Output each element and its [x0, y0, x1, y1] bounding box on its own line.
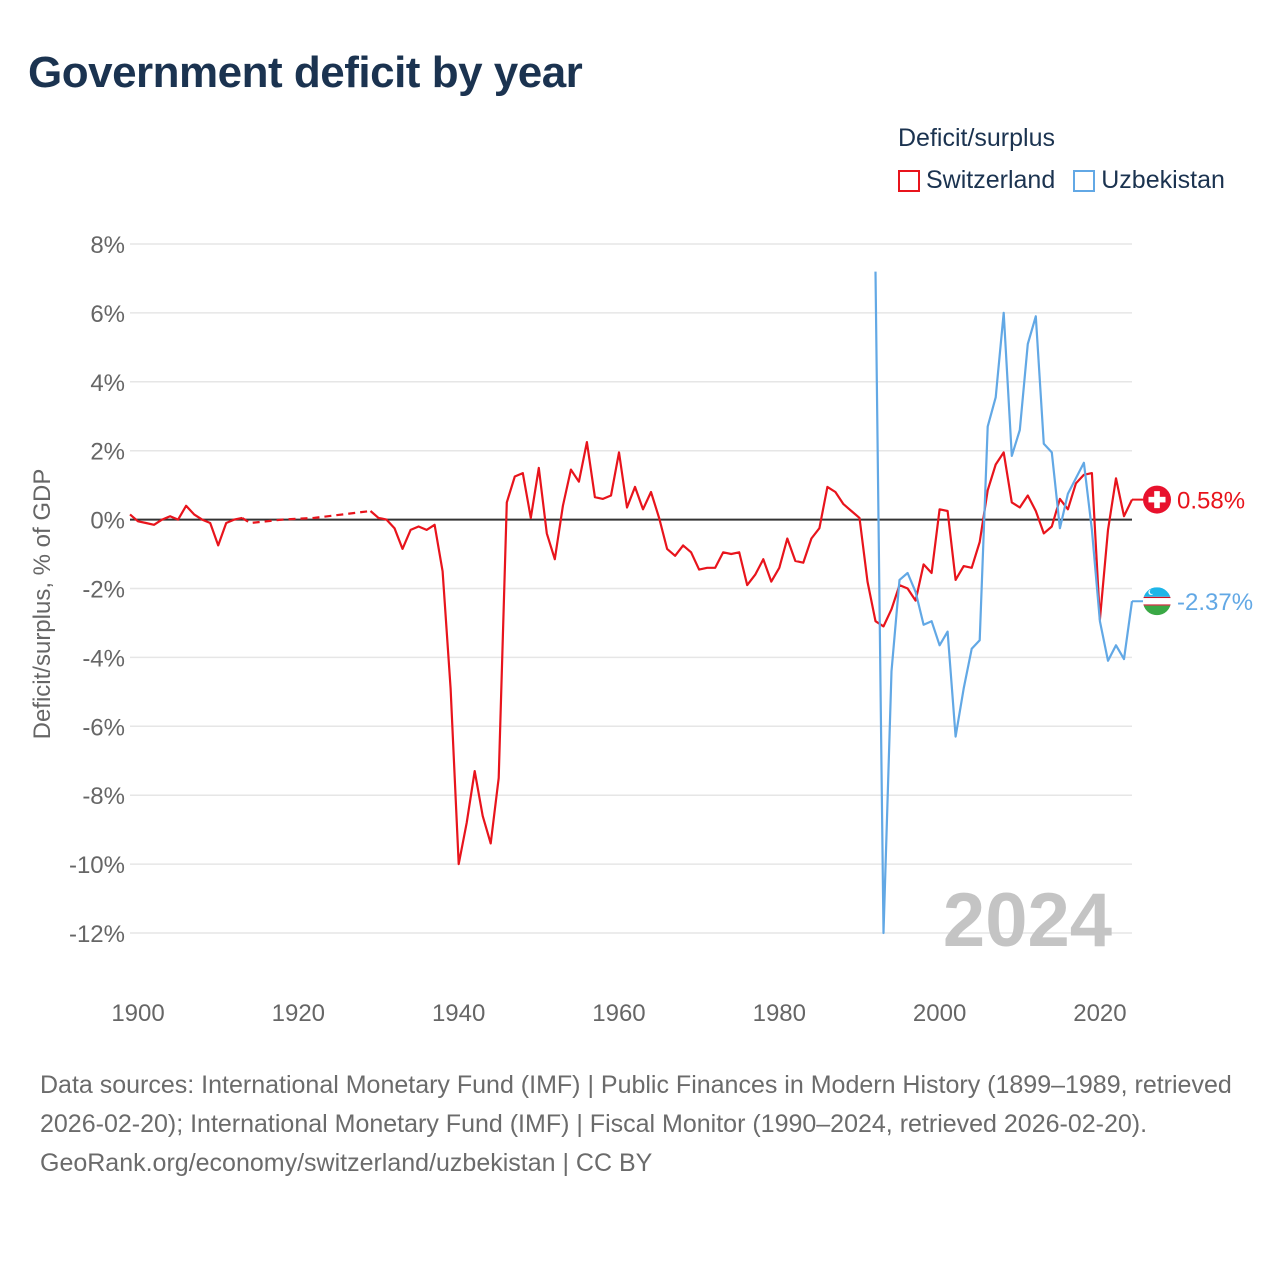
legend-label-uzbekistan: Uzbekistan [1101, 166, 1225, 194]
y-tick-label: -12% [69, 921, 125, 948]
y-tick-label: 2% [90, 439, 125, 466]
legend-label-switzerland: Switzerland [926, 166, 1056, 194]
y-axis-label: Deficit/surplus, % of GDP [29, 469, 56, 740]
series-line-uzbekistan[interactable] [874, 271, 1134, 935]
end-marker-switzerland: 0.58% [1132, 485, 1245, 515]
data-sources: Data sources: International Monetary Fun… [40, 1071, 1232, 1138]
legend-swatch-uzbekistan [1073, 169, 1096, 192]
y-tick-label: 6% [90, 301, 125, 328]
end-value-label: -2.37% [1177, 589, 1253, 616]
uzbekistan-flag-icon [1143, 587, 1171, 616]
y-tick-label: -8% [82, 783, 125, 810]
x-axis-ticks: 1900 1920 1940 1960 1980 2000 2020 [111, 1000, 1126, 1027]
y-tick-label: 0% [90, 508, 125, 535]
x-tick-label: 2000 [913, 1000, 966, 1027]
x-tick-label: 1920 [272, 1000, 325, 1027]
legend: Switzerland Uzbekistan [898, 166, 1243, 195]
series-line-switzerland[interactable] [129, 504, 243, 547]
y-tick-label: -2% [82, 577, 125, 604]
y-tick-label: 4% [90, 370, 125, 397]
x-tick-label: 1900 [111, 1000, 164, 1027]
line-chart: 8%6%4%2%0%-2%-4%-6%-8%-10%-12% 1900 1920 1… [29, 232, 1253, 1027]
chart-title: Government deficit by year [28, 48, 583, 97]
end-labels: 0.58% -2.37% [1132, 485, 1253, 616]
y-tick-label: -10% [69, 852, 125, 879]
series-line-switzerland[interactable] [241, 509, 371, 525]
footer: Data sources: International Monetary Fun… [40, 1066, 1240, 1183]
series-line-switzerland[interactable] [369, 441, 1133, 866]
x-tick-label: 2020 [1073, 1000, 1126, 1027]
y-tick-label: -4% [82, 645, 125, 672]
series-switzerland[interactable] [129, 441, 1133, 866]
series-layer [129, 271, 1134, 935]
x-tick-label: 1940 [432, 1000, 485, 1027]
end-marker-uzbekistan: -2.37% [1132, 587, 1253, 616]
end-value-label: 0.58% [1177, 488, 1245, 515]
legend-item-switzerland[interactable]: Switzerland [898, 166, 1055, 195]
credit-link[interactable]: GeoRank.org/economy/switzerland/uzbekist… [40, 1149, 653, 1177]
legend-swatch-switzerland [898, 169, 920, 192]
y-tick-label: -6% [82, 714, 125, 741]
x-tick-label: 1980 [753, 1000, 806, 1027]
switzerland-flag-icon [1143, 485, 1171, 514]
series-uzbekistan[interactable] [874, 271, 1134, 935]
year-watermark: 2024 [943, 878, 1112, 963]
legend-item-uzbekistan[interactable]: Uzbekistan [1073, 166, 1225, 195]
y-axis-ticks: 8% 6% 4% 2% 0% -2% -4% -6% -8% -10% -12% [69, 232, 125, 948]
x-tick-label: 1960 [592, 1000, 645, 1027]
y-tick-label: 8% [90, 232, 125, 259]
legend-title: Deficit/surplus [898, 124, 1055, 152]
